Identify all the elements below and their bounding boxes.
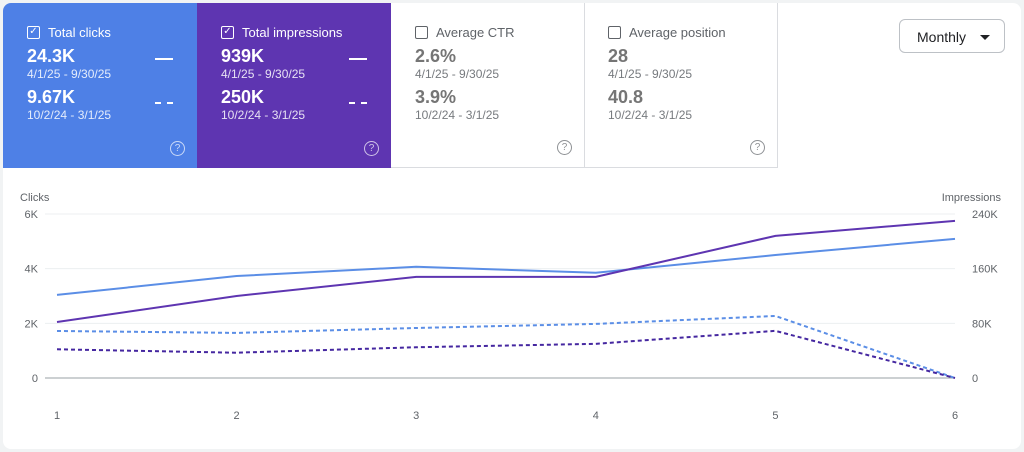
y-right-tick: 160K [972,264,998,276]
average-position-card[interactable]: Average position 28 4/1/25 - 9/30/25 40.… [584,3,778,168]
y-left-tick: 6K [25,209,39,221]
y-left-tick: 2K [25,318,39,330]
series-line-2 [56,219,956,323]
period-value: Monthly [917,29,967,45]
previous-range: 10/2/24 - 3/1/25 [415,108,500,122]
current-value: 939K [221,46,265,66]
y-right-tick: 0 [972,373,978,385]
total-clicks-card[interactable]: ✓ Total clicks 24.3K 4/1/25 - 9/30/25 9.6… [3,3,197,168]
performance-panel: ✓ Total clicks 24.3K 4/1/25 - 9/30/25 9.6… [3,3,1021,449]
checkbox-checked-icon[interactable]: ✓ [221,26,234,39]
dashed-line-legend-icon [155,102,173,104]
current-range: 4/1/25 - 9/30/25 [608,67,693,81]
help-icon[interactable]: ? [170,141,185,156]
caret-down-icon [980,35,990,40]
x-tick: 3 [413,410,419,422]
x-tick: 6 [952,410,958,422]
y-right-tick: 80K [972,318,992,330]
help-icon[interactable]: ? [364,141,379,156]
dashed-line-legend-icon [349,102,367,104]
checkbox-checked-icon[interactable]: ✓ [27,26,40,39]
current-range: 4/1/25 - 9/30/25 [415,67,500,81]
total-impressions-card[interactable]: ✓ Total impressions 939K 4/1/25 - 9/30/25… [197,3,391,168]
x-tick: 2 [234,410,240,422]
previous-value: 40.8 [608,87,644,107]
previous-range: 10/2/24 - 3/1/25 [221,108,306,122]
solid-line-legend-icon [349,58,367,60]
current-value: 2.6% [415,46,457,66]
average-ctr-card[interactable]: Average CTR 2.6% 4/1/25 - 9/30/25 3.9% 1… [391,3,585,168]
previous-range: 10/2/24 - 3/1/25 [27,108,112,122]
previous-value: 3.9% [415,87,457,107]
card-label: Average CTR [436,25,515,40]
x-tick: 4 [593,410,599,422]
current-value: 24.3K [27,46,76,66]
previous-range: 10/2/24 - 3/1/25 [608,108,693,122]
x-tick: 1 [54,410,60,422]
y-right-axis-label: Impressions [942,192,1002,204]
y-right-tick: 240K [972,209,998,221]
help-icon[interactable]: ? [750,140,765,155]
y-left-tick: 4K [25,264,39,276]
current-range: 4/1/25 - 9/30/25 [221,67,306,81]
card-label: Total clicks [48,25,111,40]
y-left-tick: 0 [32,373,38,385]
card-label: Average position [629,25,726,40]
series-line-3 [56,314,956,379]
previous-value: 250K [221,87,265,107]
y-left-axis-label: Clicks [20,192,50,204]
checkbox-unchecked-icon[interactable] [415,26,428,39]
previous-value: 9.67K [27,87,76,107]
series-line-4 [56,329,956,379]
current-range: 4/1/25 - 9/30/25 [27,67,112,81]
help-icon[interactable]: ? [557,140,572,155]
checkbox-unchecked-icon[interactable] [608,26,621,39]
x-tick: 5 [772,410,778,422]
solid-line-legend-icon [155,58,173,60]
current-value: 28 [608,46,629,66]
card-label: Total impressions [242,25,343,40]
series-line-1 [56,237,956,296]
period-dropdown[interactable]: Monthly [899,19,1005,53]
